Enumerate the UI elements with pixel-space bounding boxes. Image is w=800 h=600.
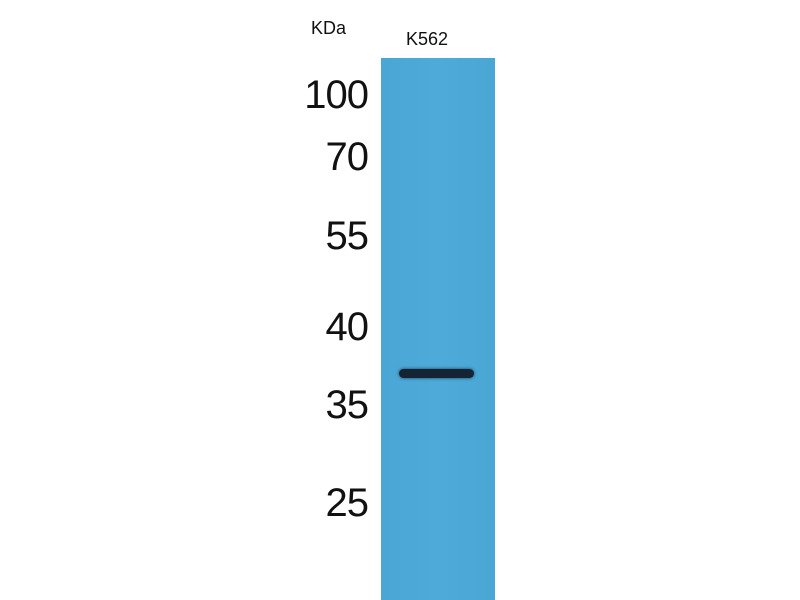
marker-25: 25: [325, 481, 369, 525]
blot-lane-k562: [381, 58, 495, 600]
kda-axis-label: KDa: [311, 18, 347, 38]
marker-70: 70: [325, 135, 369, 179]
marker-40: 40: [325, 305, 369, 349]
marker-55: 55: [325, 214, 369, 258]
lane-label-k562: K562: [406, 29, 449, 49]
protein-band: [399, 369, 474, 378]
marker-35: 35: [325, 383, 369, 427]
marker-100: 100: [304, 73, 369, 117]
